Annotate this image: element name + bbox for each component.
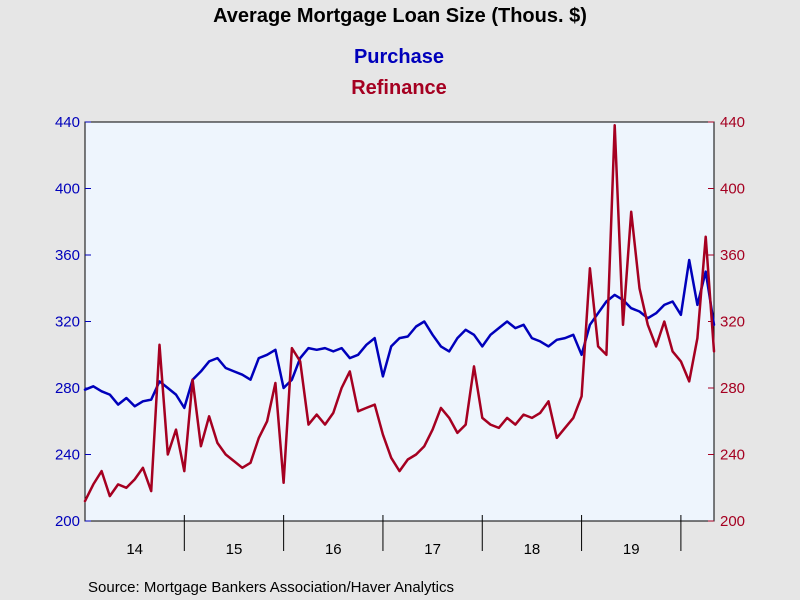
y-left-tick-label: 200	[55, 513, 80, 530]
legend-refinance: Refinance	[351, 77, 447, 99]
legend-purchase: Purchase	[354, 46, 444, 68]
series-line-refinance	[83, 124, 716, 503]
x-tick-label: 15	[226, 541, 243, 558]
y-axis-left: 200 240 280 320 360 400 440	[55, 114, 91, 530]
x-tick-label: 16	[325, 541, 342, 558]
y-left-tick-label: 400	[55, 181, 80, 198]
y-right-tick-label: 320	[720, 314, 745, 331]
y-right-tick-label: 440	[720, 114, 745, 131]
x-tick-label: 19	[623, 541, 640, 558]
x-tick-label: 14	[126, 541, 143, 558]
source-note: Source: Mortgage Bankers Association/Hav…	[88, 579, 454, 596]
y-right-tick-label: 360	[720, 247, 745, 264]
plot-area	[84, 121, 715, 522]
y-right-tick-label: 200	[720, 513, 745, 530]
y-right-tick-label: 400	[720, 181, 745, 198]
x-tick-label: 18	[524, 541, 541, 558]
x-tick-label: 17	[424, 541, 441, 558]
y-axis-right: 200 240 280 320 360 400 440	[708, 114, 745, 530]
x-axis: 14 15 16 17 18 19	[126, 515, 682, 558]
y-left-tick-label: 320	[55, 314, 80, 331]
y-right-tick-label: 240	[720, 447, 745, 464]
series-lines	[83, 124, 716, 503]
y-left-tick-label: 280	[55, 380, 80, 397]
chart-title: Average Mortgage Loan Size (Thous. $)	[213, 5, 587, 27]
y-left-tick-label: 240	[55, 447, 80, 464]
y-right-tick-label: 280	[720, 380, 745, 397]
y-left-tick-label: 440	[55, 114, 80, 131]
y-left-tick-label: 360	[55, 247, 80, 264]
